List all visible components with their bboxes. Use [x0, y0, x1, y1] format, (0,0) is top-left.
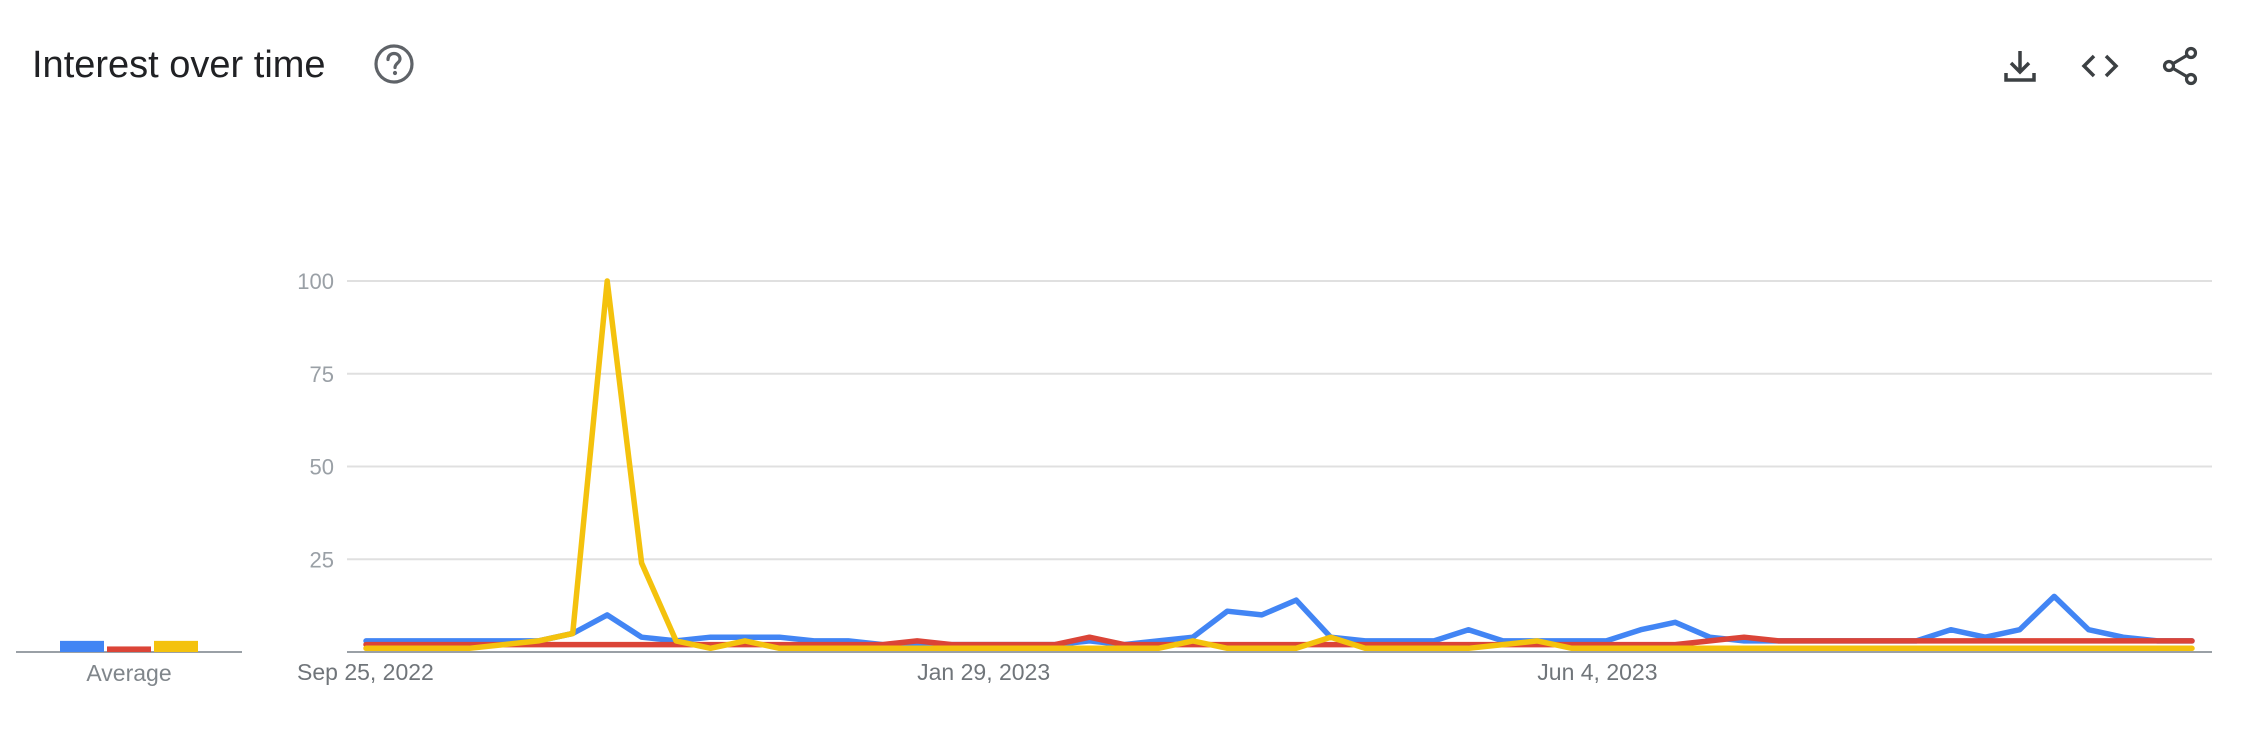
- embed-button[interactable]: [2078, 44, 2122, 88]
- x-tick-label: Jan 29, 2023: [917, 659, 1050, 685]
- page-title: Interest over time: [32, 44, 326, 86]
- help-circle-icon[interactable]: [372, 42, 416, 86]
- download-icon: [2004, 51, 2036, 82]
- code-icon: [2081, 54, 2119, 78]
- share-icon: [2162, 46, 2198, 86]
- series-line-3: [363, 278, 2195, 652]
- average-bar-2: [107, 646, 151, 652]
- download-button[interactable]: [1998, 44, 2042, 88]
- average-bar-1: [60, 640, 104, 652]
- y-tick-label: 25: [310, 547, 334, 572]
- x-tick-label: Jun 4, 2023: [1537, 659, 1657, 685]
- average-label: Average: [86, 660, 172, 686]
- series-line-2: [363, 634, 2195, 648]
- x-tick-label: Sep 25, 2022: [297, 659, 434, 685]
- y-tick-label: 100: [297, 269, 334, 294]
- header: Interest over time: [0, 0, 2248, 130]
- series-line-1: [363, 593, 2195, 648]
- chart-actions: [1988, 0, 2248, 130]
- share-button[interactable]: [2158, 44, 2202, 88]
- average-bar-3: [154, 640, 198, 652]
- y-tick-label: 75: [310, 362, 334, 387]
- y-tick-label: 50: [310, 455, 334, 480]
